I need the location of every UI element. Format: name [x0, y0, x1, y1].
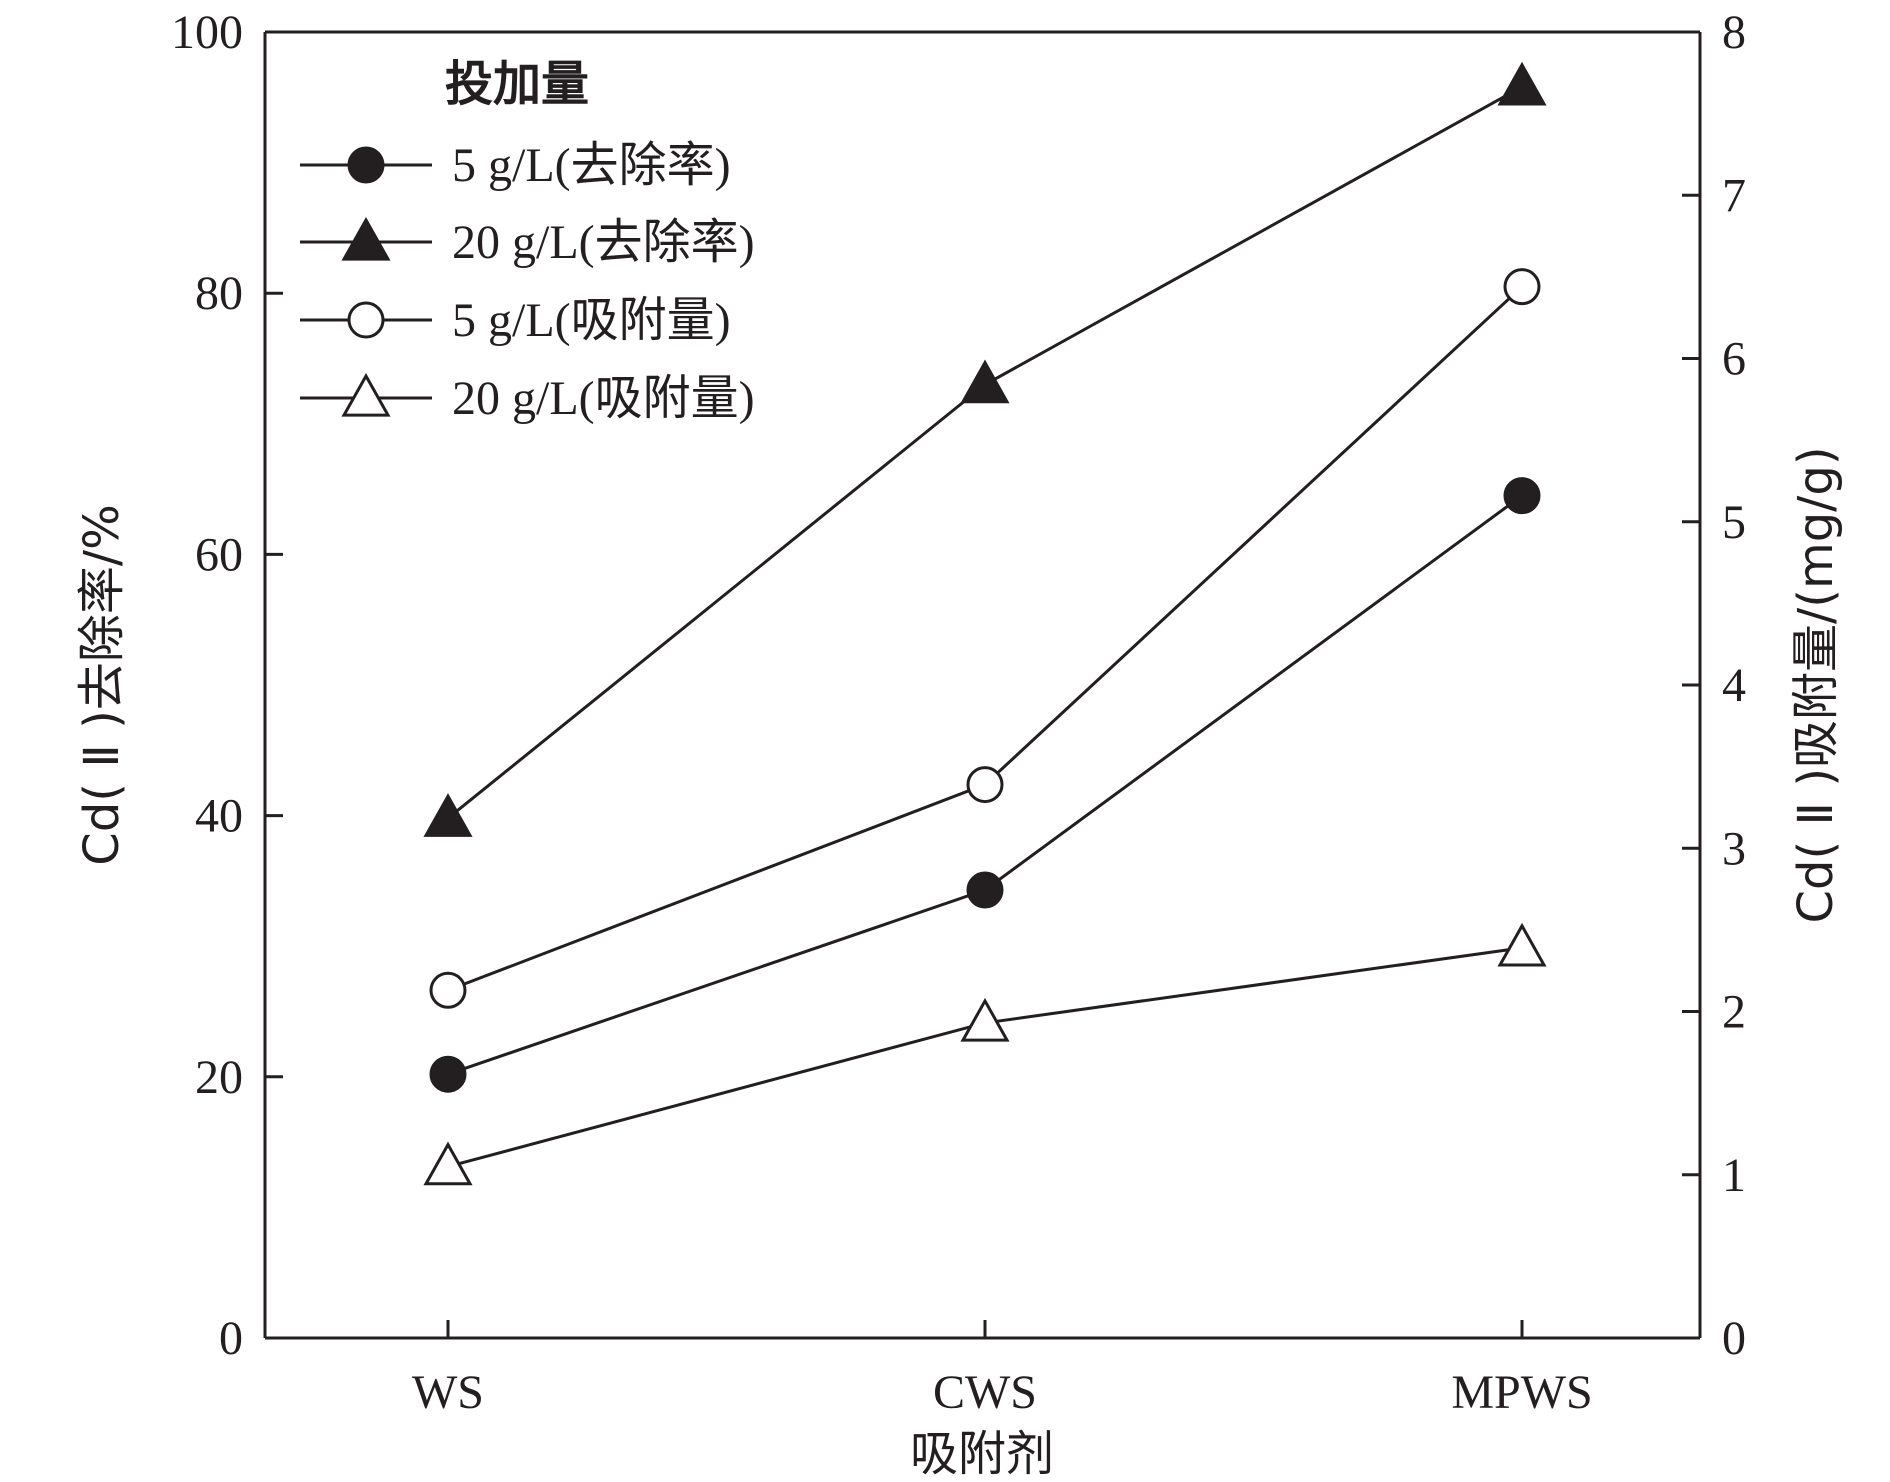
data-point — [429, 1055, 467, 1093]
right-y-tick-label: 8 — [1722, 6, 1746, 59]
left-y-tick-label: 100 — [171, 6, 243, 59]
left-y-tick-label: 80 — [195, 267, 243, 320]
right-y-tick-label: 4 — [1722, 659, 1746, 712]
legend-marker — [341, 216, 391, 261]
series-2 — [423, 61, 1547, 837]
legend-title: 投加量 — [445, 56, 589, 112]
data-point — [960, 359, 1010, 404]
data-point — [429, 971, 467, 1009]
left-y-tick-label: 20 — [195, 1051, 243, 1104]
right-y-tick-label: 0 — [1722, 1312, 1746, 1365]
legend: 投加量 5 g/L(去除率) 20 g/L(去除率) 5 g/L(吸附量) 20 g/… — [300, 56, 755, 425]
series-3 — [429, 268, 1541, 1009]
data-point — [1503, 268, 1541, 306]
x-axis-title: 吸附剂 — [910, 1426, 1054, 1482]
series-line — [447, 946, 1523, 1169]
left-y-tick-label: 0 — [219, 1312, 243, 1365]
series-layer — [423, 61, 1547, 1186]
right-y-tick-label: 3 — [1722, 822, 1746, 875]
data-point — [1503, 477, 1541, 515]
right-y-tick-label: 6 — [1722, 333, 1746, 386]
legend-marker — [347, 146, 385, 184]
legend-entry: 20 g/L(吸附量) — [300, 372, 755, 425]
right-y-axis-title: Cd( Ⅱ )吸附量/(mg/g) — [1788, 446, 1844, 923]
left-y-axis-title: Cd( Ⅱ )去除率/% — [74, 504, 130, 865]
data-point — [423, 793, 473, 837]
legend-label: 20 g/L(去除率) — [452, 216, 755, 269]
x-tick-label: MPWS — [1451, 1366, 1592, 1419]
right-y-tick-label: 7 — [1722, 169, 1746, 222]
ticks: 0 20 40 60 80 100 0 1 2 3 4 5 6 7 8 WS CWS MPWS — [171, 6, 1746, 1419]
legend-label: 20 g/L(吸附量) — [452, 372, 755, 425]
data-point — [966, 766, 1004, 804]
right-y-tick-label: 5 — [1722, 496, 1746, 549]
right-y-tick-label: 2 — [1722, 986, 1746, 1039]
legend-entry: 5 g/L(吸附量) — [300, 294, 731, 347]
data-point — [1497, 922, 1547, 967]
legend-marker — [341, 372, 391, 417]
data-point — [423, 1141, 473, 1186]
legend-entry: 20 g/L(去除率) — [300, 216, 755, 269]
data-point — [960, 997, 1010, 1042]
series-4 — [423, 922, 1547, 1186]
x-tick-label: CWS — [933, 1366, 1037, 1419]
legend-entry: 5 g/L(去除率) — [300, 139, 731, 192]
series-line — [447, 85, 1523, 820]
data-point — [966, 871, 1004, 909]
right-y-tick-label: 1 — [1722, 1149, 1746, 1202]
left-y-tick-label: 60 — [195, 528, 243, 581]
left-y-tick-label: 40 — [195, 790, 243, 843]
legend-label: 5 g/L(吸附量) — [452, 294, 731, 347]
x-tick-label: WS — [412, 1366, 484, 1419]
data-point — [1497, 61, 1547, 106]
legend-label: 5 g/L(去除率) — [452, 139, 731, 192]
legend-marker — [347, 301, 385, 339]
series-1 — [429, 477, 1541, 1093]
